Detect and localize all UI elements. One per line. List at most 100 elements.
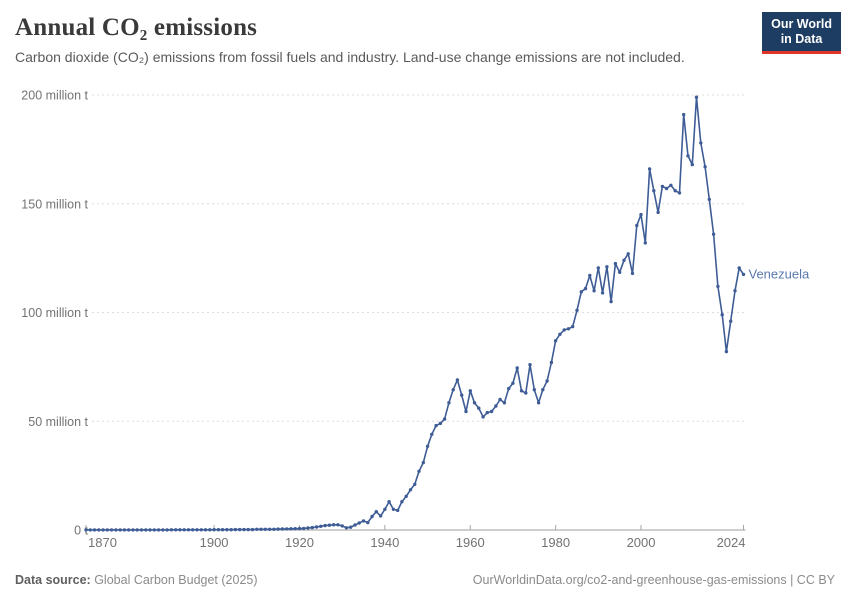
data-point[interactable]: [494, 404, 498, 408]
data-point[interactable]: [511, 381, 515, 385]
data-point[interactable]: [472, 401, 477, 405]
data-point[interactable]: [562, 328, 566, 332]
data-point[interactable]: [135, 528, 139, 532]
data-point[interactable]: [553, 339, 558, 343]
data-point[interactable]: [131, 528, 135, 532]
data-point[interactable]: [280, 527, 285, 531]
data-point[interactable]: [729, 319, 733, 323]
data-point[interactable]: [566, 327, 571, 331]
data-point[interactable]: [186, 528, 191, 532]
data-point[interactable]: [319, 524, 323, 528]
data-point[interactable]: [314, 525, 319, 529]
data-point[interactable]: [647, 167, 652, 171]
data-point[interactable]: [592, 289, 596, 293]
data-point[interactable]: [660, 184, 665, 189]
data-point[interactable]: [182, 528, 186, 532]
data-point[interactable]: [263, 527, 267, 531]
data-point[interactable]: [169, 528, 174, 532]
data-point[interactable]: [630, 271, 635, 276]
data-point[interactable]: [673, 189, 677, 193]
data-point[interactable]: [447, 401, 451, 405]
data-point[interactable]: [114, 528, 118, 532]
data-point[interactable]: [225, 528, 229, 532]
data-point[interactable]: [220, 528, 225, 532]
data-point[interactable]: [353, 523, 357, 527]
data-point[interactable]: [276, 527, 280, 531]
data-point[interactable]: [664, 186, 669, 191]
data-point[interactable]: [477, 406, 481, 410]
data-point[interactable]: [694, 95, 699, 99]
data-point[interactable]: [451, 388, 455, 392]
data-point[interactable]: [413, 482, 417, 486]
data-point[interactable]: [174, 528, 178, 532]
data-point[interactable]: [255, 527, 259, 531]
data-point[interactable]: [127, 528, 131, 532]
data-point[interactable]: [396, 508, 400, 513]
data-point[interactable]: [498, 397, 502, 402]
venezuela-line[interactable]: [85, 96, 745, 531]
data-point[interactable]: [246, 527, 250, 532]
data-point[interactable]: [323, 523, 327, 528]
data-point[interactable]: [374, 510, 378, 514]
data-point[interactable]: [438, 421, 443, 426]
data-point[interactable]: [455, 378, 460, 382]
data-point[interactable]: [545, 379, 549, 383]
data-point[interactable]: [528, 363, 532, 367]
data-point[interactable]: [515, 366, 519, 370]
data-point[interactable]: [88, 528, 93, 532]
data-point[interactable]: [716, 284, 720, 289]
data-point[interactable]: [297, 526, 302, 531]
data-point[interactable]: [285, 527, 289, 531]
data-point[interactable]: [109, 528, 114, 532]
data-point[interactable]: [468, 389, 472, 393]
data-point[interactable]: [686, 154, 690, 158]
data-point[interactable]: [250, 527, 255, 532]
data-point[interactable]: [195, 528, 199, 532]
data-point[interactable]: [682, 112, 686, 117]
data-point[interactable]: [699, 141, 703, 145]
data-point[interactable]: [344, 526, 349, 530]
data-point[interactable]: [238, 527, 242, 532]
data-point[interactable]: [677, 191, 682, 195]
data-point[interactable]: [178, 528, 182, 532]
data-point[interactable]: [703, 165, 707, 169]
data-point[interactable]: [643, 241, 647, 245]
data-point[interactable]: [652, 189, 656, 193]
data-point[interactable]: [302, 526, 306, 531]
data-point[interactable]: [635, 223, 639, 228]
data-point[interactable]: [464, 409, 468, 414]
data-point[interactable]: [669, 183, 673, 187]
data-point[interactable]: [571, 324, 575, 329]
data-point[interactable]: [600, 291, 605, 295]
data-point[interactable]: [105, 528, 110, 532]
data-point[interactable]: [639, 212, 643, 217]
data-point[interactable]: [741, 272, 746, 277]
data-point[interactable]: [481, 415, 485, 419]
data-point[interactable]: [366, 520, 370, 525]
data-point[interactable]: [579, 290, 583, 294]
data-point[interactable]: [267, 527, 272, 531]
data-point[interactable]: [421, 460, 425, 465]
data-point[interactable]: [430, 432, 434, 436]
data-point[interactable]: [609, 299, 613, 304]
data-point[interactable]: [289, 527, 293, 531]
data-point[interactable]: [434, 423, 438, 428]
data-point[interactable]: [588, 273, 592, 278]
data-point[interactable]: [92, 528, 97, 532]
data-point[interactable]: [148, 528, 152, 532]
data-point[interactable]: [199, 528, 203, 532]
data-point[interactable]: [707, 197, 711, 202]
data-point[interactable]: [524, 391, 528, 395]
venezuela-points[interactable]: [84, 95, 746, 532]
data-point[interactable]: [519, 389, 524, 393]
data-point[interactable]: [507, 386, 511, 391]
owid-logo[interactable]: Our World in Data: [762, 12, 841, 54]
data-point[interactable]: [336, 523, 340, 527]
data-point[interactable]: [331, 523, 336, 527]
data-point[interactable]: [502, 401, 507, 405]
data-point[interactable]: [575, 308, 579, 312]
data-point[interactable]: [259, 527, 263, 531]
data-point[interactable]: [485, 410, 489, 415]
data-point[interactable]: [370, 514, 374, 519]
